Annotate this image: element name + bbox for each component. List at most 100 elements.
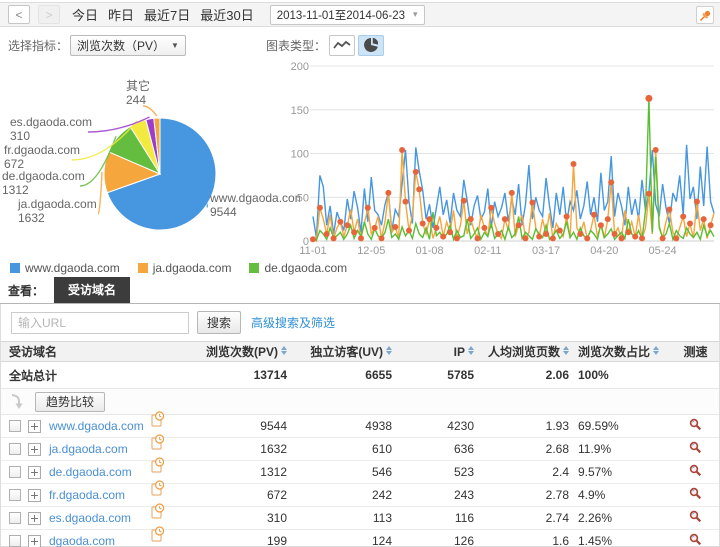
row-checkbox[interactable] <box>9 420 21 432</box>
quick-range-0[interactable]: 今日 <box>72 8 99 23</box>
quick-range-3[interactable]: 最近30日 <box>200 8 254 23</box>
data-point-marker[interactable] <box>364 204 371 211</box>
speed-test-magnifier-icon[interactable] <box>689 418 702 434</box>
data-point-marker[interactable] <box>608 179 615 186</box>
line-chart-type-button[interactable] <box>328 34 355 56</box>
data-point-marker[interactable] <box>645 190 652 197</box>
data-point-marker[interactable] <box>481 224 488 231</box>
row-checkbox[interactable] <box>9 489 21 501</box>
data-point-marker[interactable] <box>433 224 440 231</box>
row-checkbox[interactable] <box>9 535 21 547</box>
speed-test-magnifier-icon[interactable] <box>689 441 702 457</box>
data-point-marker[interactable] <box>529 199 536 206</box>
expand-row-button[interactable] <box>28 511 41 525</box>
speed-test-magnifier-icon[interactable] <box>689 487 702 503</box>
prev-range-button[interactable]: < <box>8 5 30 24</box>
data-point-marker[interactable] <box>536 233 543 240</box>
domain-link[interactable]: dgaoda.com <box>49 534 116 547</box>
data-point-marker[interactable] <box>515 222 522 229</box>
pie-slice-0[interactable] <box>106 117 217 231</box>
data-point-marker[interactable] <box>556 227 563 234</box>
data-point-marker[interactable] <box>618 235 625 242</box>
data-point-marker[interactable] <box>453 235 460 242</box>
data-point-marker[interactable] <box>402 198 409 205</box>
sort-icon[interactable] <box>653 346 660 355</box>
column-header-4[interactable]: 人均浏览页数 <box>474 343 569 360</box>
data-point-marker[interactable] <box>467 216 474 223</box>
expand-row-button[interactable] <box>28 442 41 456</box>
column-header-2[interactable]: 独立访客(UV) <box>287 343 392 360</box>
data-point-marker[interactable] <box>693 198 700 205</box>
data-point-marker[interactable] <box>570 161 577 167</box>
data-point-marker[interactable] <box>604 216 611 223</box>
advanced-search-link[interactable]: 高级搜索及筛选 <box>251 316 336 330</box>
data-point-marker[interactable] <box>330 235 337 242</box>
line-chart[interactable]: 0 50 100 150 200 11-01 12-05 01-08 02-11 03-17 04-… <box>288 56 720 258</box>
expand-row-button[interactable] <box>28 419 41 433</box>
history-clock-icon[interactable] <box>151 480 165 499</box>
data-point-marker[interactable] <box>549 235 556 242</box>
data-point-marker[interactable] <box>337 218 344 225</box>
expand-row-button[interactable] <box>28 465 41 479</box>
peak-marker[interactable] <box>645 94 653 102</box>
data-point-marker[interactable] <box>419 220 426 227</box>
expand-row-button[interactable] <box>28 534 41 547</box>
data-point-marker[interactable] <box>687 220 693 227</box>
domain-link[interactable]: ja.dgaoda.com <box>49 442 128 456</box>
data-point-marker[interactable] <box>543 231 550 237</box>
pie-chart-type-button[interactable] <box>357 34 384 56</box>
legend-item-2[interactable]: de.dgaoda.com <box>249 261 347 275</box>
data-point-marker[interactable] <box>399 147 406 153</box>
domain-link[interactable]: fr.dgaoda.com <box>49 488 126 502</box>
data-point-marker[interactable] <box>577 231 584 237</box>
tab-visited-domains[interactable]: 受访域名 <box>54 277 131 303</box>
data-point-marker[interactable] <box>659 235 666 242</box>
data-point-marker[interactable] <box>652 147 659 153</box>
sort-icon[interactable] <box>468 345 474 355</box>
data-point-marker[interactable] <box>666 206 673 213</box>
row-checkbox[interactable] <box>9 443 21 455</box>
data-point-marker[interactable] <box>460 197 467 204</box>
pie-chart[interactable]: www.dgaoda.com 9544 ja.dgaoda.com 1632de.dg… <box>0 56 300 268</box>
data-point-marker[interactable] <box>310 236 316 243</box>
data-point-marker[interactable] <box>371 224 378 231</box>
data-point-marker[interactable] <box>632 233 639 240</box>
data-point-marker[interactable] <box>474 235 481 242</box>
data-point-marker[interactable] <box>611 231 618 237</box>
row-checkbox[interactable] <box>9 466 21 478</box>
row-checkbox[interactable] <box>9 512 21 524</box>
date-range-select[interactable]: 2013-11-01至2014-06-23 ▾ <box>269 4 425 25</box>
domain-link[interactable]: de.dgaoda.com <box>49 465 132 479</box>
history-clock-icon[interactable] <box>151 411 165 430</box>
sort-icon[interactable] <box>386 346 392 355</box>
column-header-3[interactable]: IP <box>392 345 474 359</box>
data-point-marker[interactable] <box>591 211 597 218</box>
quick-range-1[interactable]: 昨日 <box>108 8 135 23</box>
data-point-marker[interactable] <box>392 224 399 230</box>
data-point-marker[interactable] <box>673 235 680 242</box>
pin-button[interactable] <box>696 6 714 24</box>
data-point-marker[interactable] <box>508 189 515 196</box>
metric-select[interactable]: 浏览次数（PV） ▼ <box>70 34 186 56</box>
speed-test-magnifier-icon[interactable] <box>689 533 702 547</box>
quick-range-2[interactable]: 最近7日 <box>144 8 191 23</box>
domain-link[interactable]: es.dgaoda.com <box>49 511 132 525</box>
pie-slice-5[interactable] <box>153 117 161 175</box>
data-point-marker[interactable] <box>323 231 330 237</box>
data-point-marker[interactable] <box>639 235 645 242</box>
data-point-marker[interactable] <box>447 229 454 236</box>
search-button[interactable]: 搜索 <box>197 311 242 334</box>
domain-link[interactable]: www.dgaoda.com <box>49 419 144 433</box>
trend-compare-button[interactable]: 趋势比较 <box>35 391 106 412</box>
column-header-5[interactable]: 浏览次数占比 <box>569 343 679 360</box>
data-point-marker[interactable] <box>344 222 351 229</box>
legend-item-0[interactable]: www.dgaoda.com <box>10 261 120 275</box>
data-point-marker[interactable] <box>625 229 632 236</box>
data-point-marker[interactable] <box>597 222 604 229</box>
data-point-marker[interactable] <box>378 235 385 242</box>
data-point-marker[interactable] <box>584 235 591 242</box>
data-point-marker[interactable] <box>700 216 707 223</box>
data-point-marker[interactable] <box>316 204 323 211</box>
url-search-input[interactable] <box>11 311 189 334</box>
data-point-marker[interactable] <box>495 231 502 237</box>
